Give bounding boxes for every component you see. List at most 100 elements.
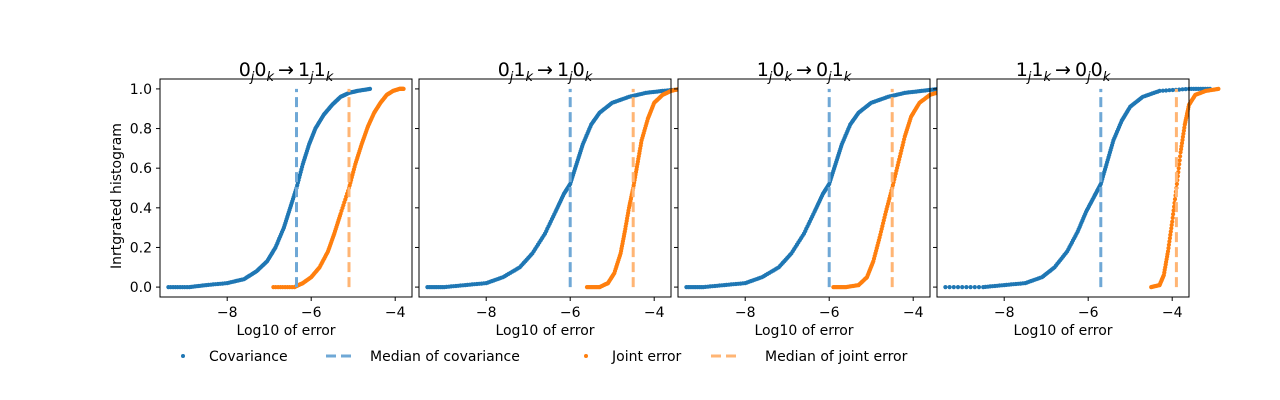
title-text: 0	[772, 59, 784, 81]
joint-point	[1179, 141, 1185, 146]
covariance-point	[943, 285, 948, 290]
title-text: 1	[832, 59, 844, 81]
plot-frame	[677, 78, 931, 298]
joint-point	[1180, 137, 1185, 143]
title-text: 1	[1016, 59, 1028, 81]
x-tick-label: −8	[217, 305, 238, 321]
covariance-point	[976, 285, 982, 290]
panel-title: 0j1k → 1j0k	[498, 59, 593, 85]
covariance-point	[1170, 87, 1175, 93]
title-text: →	[537, 59, 553, 81]
title-subscript: j	[567, 70, 573, 85]
x-tick-label: −8	[476, 305, 497, 321]
plot-background	[937, 79, 1189, 297]
title-subscript: j	[826, 70, 832, 85]
joint-point	[1167, 236, 1172, 241]
legend-marker-joint	[584, 354, 588, 358]
panel-title: 1j1k → 0j0k	[1016, 59, 1111, 85]
plot-frame	[936, 78, 1190, 298]
legend-entry-covariance: Covariance	[181, 349, 288, 365]
y-tick-label: 0.6	[130, 161, 152, 177]
title-subscript: j	[1085, 70, 1091, 85]
covariance-point	[972, 285, 977, 290]
title-text: 0	[254, 59, 266, 81]
legend-marker-covariance	[181, 354, 185, 358]
joint-point	[1168, 229, 1173, 234]
joint-point	[1181, 131, 1186, 136]
x-axis-label: Log10 of error	[754, 323, 853, 339]
title-subscript: k	[1044, 70, 1052, 85]
covariance-point	[1180, 87, 1185, 92]
panel-title: 0j0k → 1j1k	[239, 59, 334, 85]
x-tick-label: −6	[819, 305, 840, 321]
covariance-points	[166, 86, 373, 290]
x-tick-label: −4	[1162, 305, 1183, 321]
x-tick-label: −4	[644, 305, 665, 321]
x-tick-label: −4	[385, 305, 406, 321]
joint-point	[1177, 162, 1182, 167]
x-tick-label: −8	[994, 305, 1015, 321]
plot-background	[678, 79, 930, 297]
joint-point	[1216, 86, 1221, 91]
panel-2: −8 −6 −4 Log10 of error 0j1k → 1j0k	[415, 59, 699, 339]
title-subscript: k	[844, 70, 852, 85]
title-subscript: j	[249, 70, 255, 85]
title-text: 0	[816, 59, 828, 81]
title-subscript: k	[1103, 70, 1111, 85]
covariance-point	[1177, 87, 1182, 92]
legend-label-joint: Joint error	[611, 349, 682, 365]
title-subscript: j	[767, 70, 773, 85]
joint-point	[1171, 212, 1176, 217]
covariance-point	[964, 285, 969, 290]
title-text: 0	[498, 59, 510, 81]
x-tick-label: −4	[903, 305, 924, 321]
y-axis-label: Inrtgrated histogram	[109, 123, 125, 269]
y-tick-label: 1.0	[130, 82, 152, 98]
x-axis-label: Log10 of error	[236, 323, 335, 339]
title-text: →	[278, 59, 294, 81]
joint-point	[1165, 249, 1171, 254]
title-text: →	[1055, 59, 1071, 81]
joint-point	[1172, 197, 1178, 202]
title-subscript: j	[1026, 70, 1032, 85]
joint-point	[1169, 222, 1174, 228]
joint-point	[1180, 134, 1185, 139]
plot-background	[160, 79, 412, 297]
title-text: 0	[573, 59, 585, 81]
joint-point	[1178, 150, 1183, 155]
x-tick-label: −6	[1078, 305, 1099, 321]
covariance-point	[951, 285, 956, 290]
title-subscript: k	[326, 70, 334, 85]
title-subscript: j	[308, 70, 314, 85]
joint-point	[1176, 166, 1181, 171]
plot-frame	[159, 78, 413, 298]
title-text: 1	[513, 59, 525, 81]
covariance-point	[968, 285, 973, 290]
covariance-point	[1160, 88, 1165, 93]
y-tick-label: 0.0	[130, 280, 152, 296]
title-subscript: k	[526, 70, 534, 85]
legend-entry-joint: Joint error	[584, 349, 682, 365]
x-axis-label: Log10 of error	[495, 323, 594, 339]
joint-point	[1171, 208, 1176, 213]
joint-point	[1167, 239, 1172, 244]
joint-points	[271, 86, 406, 290]
x-tick-label: −6	[560, 305, 581, 321]
title-text: 1	[557, 59, 569, 81]
title-text: 0	[1075, 59, 1087, 81]
covariance-point	[1157, 88, 1162, 93]
y-tick-label: 0.4	[130, 201, 152, 217]
joint-point	[1166, 242, 1171, 247]
title-text: 1	[314, 59, 326, 81]
joint-point	[1169, 226, 1174, 231]
title-subscript: k	[585, 70, 593, 85]
covariance-point	[367, 86, 373, 91]
joint-point	[1166, 246, 1171, 251]
joint-point	[1177, 158, 1182, 163]
joint-point	[1178, 154, 1183, 159]
y-tick-label: 0.8	[130, 122, 152, 138]
